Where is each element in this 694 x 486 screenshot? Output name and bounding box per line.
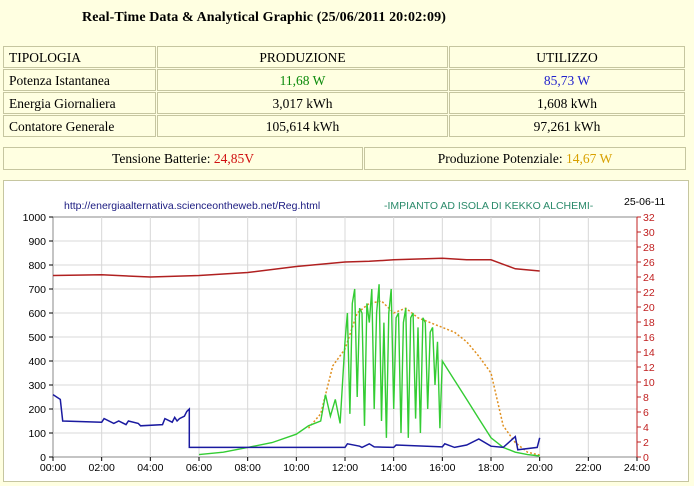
x-tick-label: 10:00	[283, 462, 309, 474]
y-right-tick-label: 30	[643, 227, 655, 239]
y-left-tick-label: 400	[28, 356, 46, 368]
x-tick-label: 06:00	[186, 462, 212, 474]
x-tick-label: 24:00	[624, 462, 650, 474]
utilizzo-value: 85,73 W	[449, 69, 685, 91]
row-label: Potenza Istantanea	[3, 69, 156, 91]
series-potential-line	[307, 300, 540, 456]
y-left-tick-label: 1000	[23, 212, 47, 224]
chart-subtitle: -IMPIANTO AD ISOLA DI KEKKO ALCHEMI-	[384, 200, 594, 212]
produzione-value: 3,017 kWh	[157, 92, 448, 114]
x-tick-label: 22:00	[575, 462, 601, 474]
table-header-row: TIPOLOGIA PRODUZIONE UTILIZZO	[3, 46, 689, 69]
y-right-tick-label: 0	[643, 452, 649, 464]
battery-voltage: Tensione Batterie: 24,85V	[3, 147, 363, 170]
potential-production-value: 14,67 W	[565, 151, 613, 166]
column-header-tipologia: TIPOLOGIA	[3, 46, 156, 68]
battery-voltage-label: Tensione Batterie:	[112, 151, 211, 166]
chart-url: http://energiaalternativa.scienceonthewe…	[64, 200, 320, 212]
row-label: Energia Giornaliera	[3, 92, 156, 114]
potential-production-label: Produzione Potenziale:	[437, 151, 563, 166]
table-row: Energia Giornaliera 3,017 kWh 1,608 kWh	[3, 92, 689, 115]
data-table: TIPOLOGIA PRODUZIONE UTILIZZO Potenza Is…	[3, 46, 689, 138]
x-tick-label: 14:00	[381, 462, 407, 474]
y-right-tick-label: 22	[643, 287, 655, 299]
series-production-line	[198, 284, 540, 457]
y-right-tick-label: 20	[643, 302, 655, 314]
x-tick-label: 02:00	[89, 462, 115, 474]
y-left-tick-label: 0	[40, 452, 46, 464]
y-right-tick-label: 24	[643, 272, 655, 284]
y-right-tick-label: 32	[643, 212, 655, 224]
row-label: Contatore Generale	[3, 115, 156, 137]
potential-production: Produzione Potenziale: 14,67 W	[364, 147, 686, 170]
y-right-tick-label: 14	[643, 347, 655, 359]
y-right-tick-label: 12	[643, 362, 655, 374]
y-left-tick-label: 600	[28, 308, 46, 320]
y-right-tick-label: 10	[643, 377, 655, 389]
y-right-tick-label: 18	[643, 317, 655, 329]
status-row: Tensione Batterie: 24,85V Produzione Pot…	[3, 147, 687, 171]
y-right-tick-label: 26	[643, 257, 655, 269]
page-title: Real-Time Data & Analytical Graphic (25/…	[82, 10, 446, 25]
chart-panel: http://energiaalternativa.scienceonthewe…	[3, 180, 689, 482]
y-left-tick-label: 700	[28, 284, 46, 296]
battery-voltage-value: 24,85V	[213, 151, 254, 166]
x-tick-label: 00:00	[40, 462, 66, 474]
y-left-tick-label: 500	[28, 332, 46, 344]
y-right-tick-label: 6	[643, 407, 649, 419]
series-usage-line	[52, 393, 541, 451]
y-right-tick-label: 16	[643, 332, 655, 344]
x-tick-label: 16:00	[429, 462, 455, 474]
y-right-tick-label: 2	[643, 437, 649, 449]
y-right-tick-label: 4	[643, 422, 649, 434]
x-tick-label: 12:00	[332, 462, 358, 474]
x-tick-label: 18:00	[478, 462, 504, 474]
x-tick-label: 04:00	[137, 462, 163, 474]
y-left-tick-label: 800	[28, 260, 46, 272]
produzione-value: 11,68 W	[157, 69, 448, 91]
column-header-utilizzo: UTILIZZO	[449, 46, 685, 68]
series-battery-line	[52, 257, 540, 278]
column-header-produzione: PRODUZIONE	[157, 46, 448, 68]
x-tick-label: 08:00	[235, 462, 261, 474]
utilizzo-value: 1,608 kWh	[449, 92, 685, 114]
table-row: Contatore Generale 105,614 kWh 97,261 kW…	[3, 115, 689, 138]
produzione-value: 105,614 kWh	[157, 115, 448, 137]
x-tick-label: 20:00	[527, 462, 553, 474]
utilizzo-value: 97,261 kWh	[449, 115, 685, 137]
table-row: Potenza Istantanea 11,68 W 85,73 W	[3, 69, 689, 92]
y-left-tick-label: 100	[28, 428, 46, 440]
energy-chart: http://energiaalternativa.scienceonthewe…	[23, 196, 666, 474]
y-right-tick-label: 8	[643, 392, 649, 404]
y-left-tick-label: 200	[28, 404, 46, 416]
y-right-tick-label: 28	[643, 242, 655, 254]
chart-date: 25-06-11	[624, 196, 665, 208]
y-left-tick-label: 900	[28, 236, 46, 248]
y-left-tick-label: 300	[28, 380, 46, 392]
